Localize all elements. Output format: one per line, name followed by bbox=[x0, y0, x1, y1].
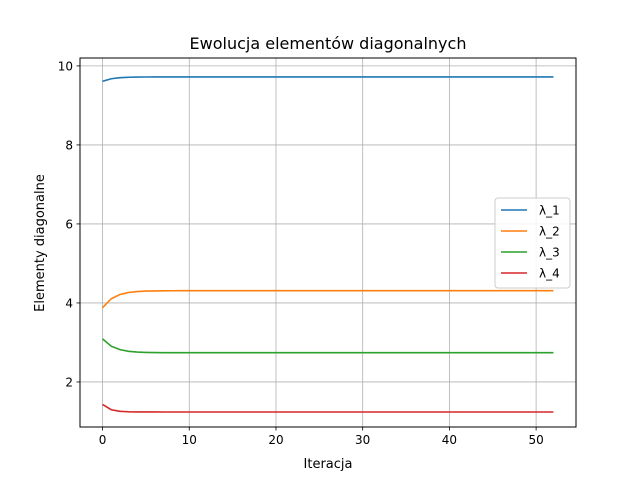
x-axis-ticks: 0 10 20 30 40 50 bbox=[99, 427, 544, 447]
x-tick-label: 40 bbox=[442, 433, 457, 447]
x-tick-label: 50 bbox=[528, 433, 543, 447]
y-tick-label: 6 bbox=[65, 217, 73, 231]
legend-label: λ_4 bbox=[539, 267, 560, 281]
legend-label: λ_2 bbox=[539, 225, 560, 239]
y-axis-label: Elementy diagonalne bbox=[33, 174, 48, 312]
x-axis-label: Iteracja bbox=[304, 457, 353, 472]
series-line-4 bbox=[102, 403, 554, 413]
plot-area-frame bbox=[79, 57, 577, 428]
y-tick-label: 2 bbox=[65, 375, 73, 389]
x-tick-label: 10 bbox=[182, 433, 197, 447]
x-tick-label: 30 bbox=[355, 433, 370, 447]
legend-box bbox=[494, 197, 571, 289]
legend: λ_1 λ_2 λ_3 λ_4 bbox=[494, 197, 571, 289]
y-tick-label: 10 bbox=[58, 59, 73, 73]
series-line-3 bbox=[102, 338, 554, 354]
legend-label: λ_1 bbox=[539, 204, 560, 218]
y-tick-label: 8 bbox=[65, 138, 73, 152]
legend-label: λ_3 bbox=[539, 246, 560, 260]
series-line-2 bbox=[101, 289, 554, 309]
y-tick-label: 4 bbox=[65, 296, 73, 310]
series-line-1 bbox=[102, 76, 554, 83]
y-axis-ticks: 2 4 6 8 10 bbox=[58, 59, 80, 389]
x-tick-label: 20 bbox=[268, 433, 283, 447]
chart-title: Ewolucja elementów diagonalnych bbox=[190, 34, 467, 53]
series-lines bbox=[101, 76, 554, 413]
x-tick-label: 0 bbox=[99, 433, 107, 447]
